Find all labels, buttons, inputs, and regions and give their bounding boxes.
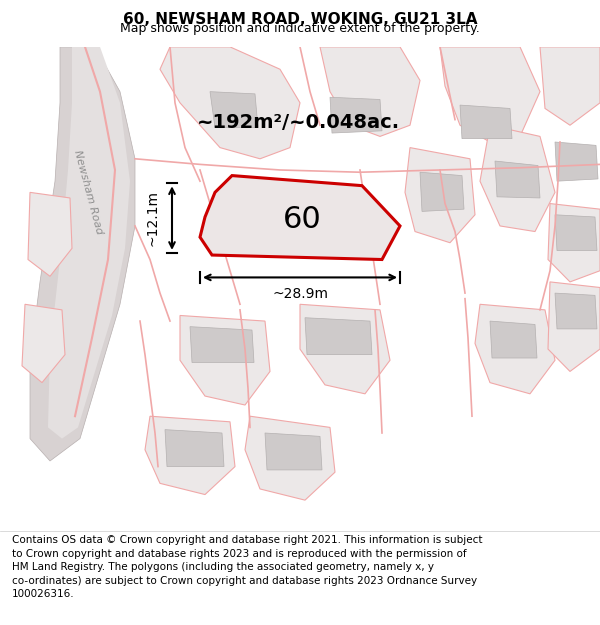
Text: Contains OS data © Crown copyright and database right 2021. This information is : Contains OS data © Crown copyright and d…	[12, 535, 482, 599]
Polygon shape	[490, 321, 537, 358]
Polygon shape	[320, 47, 420, 136]
Text: ~28.9m: ~28.9m	[272, 288, 328, 301]
Polygon shape	[495, 161, 540, 198]
Polygon shape	[480, 125, 555, 231]
Polygon shape	[330, 98, 382, 133]
Polygon shape	[300, 304, 390, 394]
Polygon shape	[245, 416, 335, 500]
Polygon shape	[555, 293, 597, 329]
Polygon shape	[548, 204, 600, 282]
Polygon shape	[305, 318, 372, 354]
Text: 60, NEWSHAM ROAD, WOKING, GU21 3LA: 60, NEWSHAM ROAD, WOKING, GU21 3LA	[123, 12, 477, 27]
Text: Map shows position and indicative extent of the property.: Map shows position and indicative extent…	[120, 22, 480, 35]
Text: ~192m²/~0.048ac.: ~192m²/~0.048ac.	[196, 114, 400, 132]
Polygon shape	[440, 47, 540, 142]
Polygon shape	[265, 433, 322, 470]
Polygon shape	[22, 304, 65, 382]
Polygon shape	[200, 176, 400, 259]
Text: Newsham Road: Newsham Road	[72, 149, 104, 236]
Polygon shape	[165, 429, 224, 467]
Polygon shape	[420, 173, 464, 211]
Polygon shape	[475, 304, 555, 394]
Polygon shape	[28, 192, 72, 276]
Text: ~12.1m: ~12.1m	[145, 190, 159, 246]
Polygon shape	[460, 105, 512, 139]
Polygon shape	[405, 148, 475, 242]
Polygon shape	[190, 327, 254, 362]
Polygon shape	[548, 282, 600, 371]
Polygon shape	[180, 316, 270, 405]
Polygon shape	[540, 47, 600, 125]
Polygon shape	[555, 142, 598, 181]
Polygon shape	[210, 92, 258, 128]
Text: 60: 60	[283, 205, 322, 234]
Polygon shape	[555, 215, 597, 251]
Polygon shape	[30, 47, 135, 461]
Polygon shape	[48, 47, 130, 439]
Polygon shape	[160, 47, 300, 159]
Polygon shape	[145, 416, 235, 494]
